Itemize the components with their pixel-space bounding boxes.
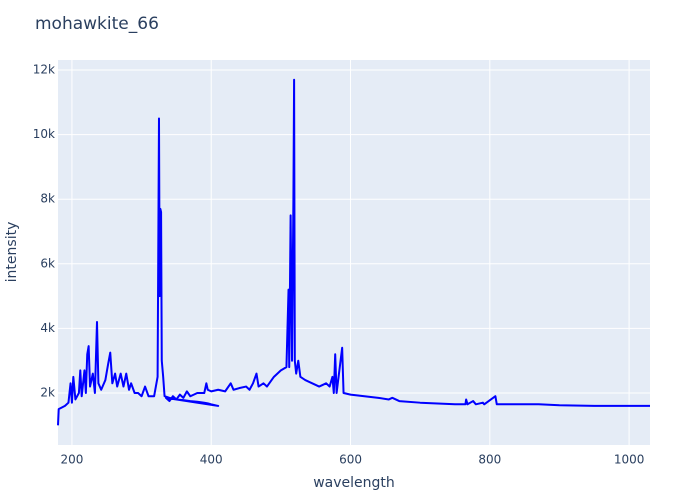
y-tick-label: 6k	[40, 256, 55, 270]
x-axis-title: wavelength	[313, 475, 395, 491]
x-tick-label: 800	[478, 453, 501, 467]
y-tick-label: 10k	[33, 127, 55, 141]
x-tick-label: 600	[339, 453, 362, 467]
y-tick-label: 4k	[40, 321, 55, 335]
chart-title: mohawkite_66	[35, 14, 159, 34]
y-tick-label: 2k	[40, 385, 55, 399]
y-tick-label: 12k	[33, 63, 55, 77]
spectrum-line	[57, 78, 650, 426]
plot-area	[58, 60, 650, 445]
y-tick-label: 8k	[40, 192, 55, 206]
x-tick-label: 400	[200, 453, 223, 467]
y-axis-title: intensity	[4, 222, 20, 283]
x-tick-label: 1000	[614, 453, 645, 467]
x-tick-label: 200	[60, 453, 83, 467]
